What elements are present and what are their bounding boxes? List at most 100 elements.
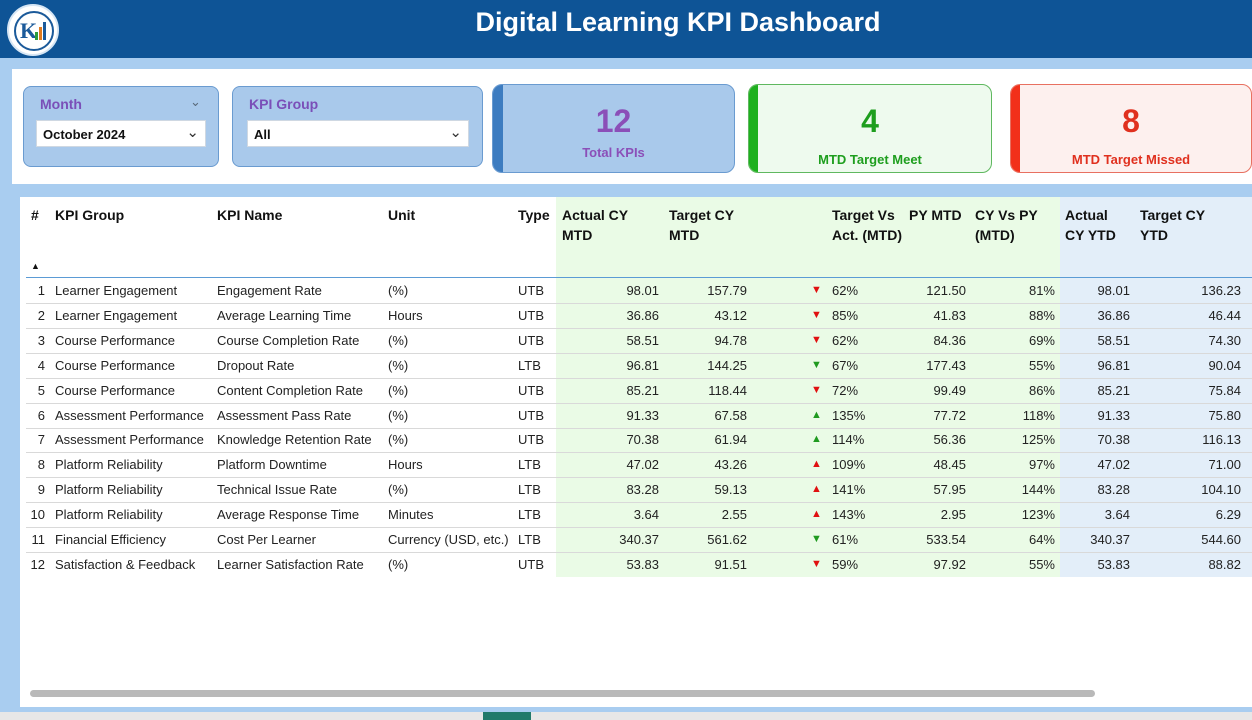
page-title: Digital Learning KPI Dashboard <box>475 7 881 37</box>
arrow-down-icon: ▼ <box>811 308 822 321</box>
table-row[interactable]: 6 Assessment Performance Assessment Pass R… <box>20 404 1252 429</box>
header-cy-vs-py-mtd[interactable]: CY Vs PY (MTD) <box>975 207 1038 243</box>
header-kpi-group[interactable]: KPI Group <box>55 207 125 223</box>
cell-cy-vs-py: 88% <box>1028 307 1055 323</box>
kpi-group-slicer[interactable]: KPI Group All ⌄ <box>232 86 483 167</box>
cell-actual-cy-mtd: 36.86 <box>626 307 659 323</box>
cell-actual-cy-mtd: 53.83 <box>626 556 659 572</box>
cell-target-vs-act: 67% <box>832 357 859 373</box>
cell-num: 12 <box>30 556 45 572</box>
cell-kpi-name: Engagement Rate <box>217 283 322 298</box>
table-row[interactable]: 11 Financial Efficiency Cost Per Learner Cu… <box>20 528 1252 553</box>
sort-ascending-icon[interactable]: ▲ <box>31 261 40 271</box>
total-kpis-card: 12 Total KPIs <box>492 84 735 173</box>
header-unit[interactable]: Unit <box>388 207 416 223</box>
cell-unit: Hours <box>388 307 423 323</box>
month-dropdown[interactable]: October 2024 ⌄ <box>36 120 206 147</box>
cell-actual-cy-mtd: 340.37 <box>619 532 659 547</box>
cell-type: UTB <box>518 332 544 348</box>
table-row[interactable]: 8 Platform Reliability Platform Downtime Ho… <box>20 453 1252 479</box>
cell-target-vs-act: 62% <box>832 283 859 298</box>
cell-unit: (%) <box>388 482 409 498</box>
table-row[interactable]: 12 Satisfaction & Feedback Learner Satisfa… <box>20 553 1252 578</box>
mtd-target-meet-card: 4 MTD Target Meet <box>748 84 992 173</box>
dropdown-arrow-icon[interactable]: ⌄ <box>186 124 199 141</box>
cell-target-vs-act: 72% <box>832 382 859 398</box>
cell-target-cy-mtd: 561.62 <box>707 532 747 547</box>
cell-py-mtd: 41.83 <box>933 307 966 323</box>
cell-target-vs-act: 135% <box>832 407 866 423</box>
cell-actual-cy-mtd: 70.38 <box>626 432 659 448</box>
header-kpi-name[interactable]: KPI Name <box>217 207 283 223</box>
header-type[interactable]: Type <box>518 207 550 223</box>
cell-target-cy-mtd: 43.12 <box>714 307 747 323</box>
card-accent <box>493 85 503 172</box>
cell-actual-cy-ytd: 58.51 <box>1097 332 1130 348</box>
cell-target-cy-mtd: 2.55 <box>721 507 747 523</box>
cell-py-mtd: 99.49 <box>933 382 966 398</box>
header-target-vs-act-mtd[interactable]: Target Vs Act. (MTD) <box>832 207 902 243</box>
cell-py-mtd: 177.43 <box>926 357 966 373</box>
row-divider <box>26 303 1252 304</box>
cell-kpi-group: Platform Reliability <box>55 457 163 473</box>
header-target-cy-mtd[interactable]: Target CY MTD <box>669 207 734 243</box>
dropdown-arrow-icon[interactable]: ⌄ <box>449 124 462 141</box>
month-slicer[interactable]: Month ⌄ October 2024 ⌄ <box>23 86 219 167</box>
header-py-mtd[interactable]: PY MTD <box>909 207 962 223</box>
cell-type: UTB <box>518 556 544 572</box>
table-row[interactable]: 3 Course Performance Course Completion Rat… <box>20 329 1252 354</box>
cell-actual-cy-ytd: 98.01 <box>1097 283 1130 298</box>
arrow-down-icon: ▼ <box>811 333 822 346</box>
total-kpis-label: Total KPIs <box>582 145 645 160</box>
header-num[interactable]: # <box>31 207 39 223</box>
cell-kpi-name: Average Learning Time <box>217 307 352 323</box>
cell-kpi-group: Platform Reliability <box>55 507 163 523</box>
table-row[interactable]: 1 Learner Engagement Engagement Rate (%) UTB… <box>20 279 1252 304</box>
cell-target-cy-mtd: 43.26 <box>714 457 747 473</box>
table-row[interactable]: 10 Platform Reliability Average Response T… <box>20 503 1252 529</box>
kpi-table: # KPI Group KPI Name Unit Type Actual CY… <box>20 197 1252 707</box>
kpi-group-dropdown[interactable]: All ⌄ <box>247 120 469 147</box>
arrow-down-icon: ▼ <box>811 533 822 545</box>
sheet-tab-strip <box>0 712 1252 720</box>
cell-py-mtd: 48.45 <box>933 457 966 473</box>
cell-kpi-group: Learner Engagement <box>55 307 178 323</box>
cell-target-vs-act: 61% <box>832 532 859 547</box>
cell-py-mtd: 84.36 <box>933 332 966 348</box>
cell-actual-cy-ytd: 91.33 <box>1097 407 1130 423</box>
cell-target-cy-mtd: 144.25 <box>707 357 747 373</box>
cell-target-cy-mtd: 118.44 <box>708 382 747 398</box>
table-row[interactable]: 4 Course Performance Dropout Rate (%) LTB 96… <box>20 354 1252 379</box>
active-sheet-tab[interactable] <box>483 712 531 720</box>
cell-target-cy-mtd: 59.13 <box>714 482 747 498</box>
table-row[interactable]: 2 Learner Engagement Average Learning Time… <box>20 304 1252 329</box>
table-row[interactable]: 9 Platform Reliability Technical Issue Rat… <box>20 478 1252 504</box>
header-bar: K Digital Learning KPI Dashboard <box>0 0 1252 58</box>
cell-kpi-name: Content Completion Rate <box>217 382 363 398</box>
header-actual-cy-mtd[interactable]: Actual CY MTD <box>562 207 628 243</box>
ytd-column-band <box>1060 197 1252 577</box>
table-row[interactable]: 5 Course Performance Content Completion Ra… <box>20 379 1252 404</box>
table-row[interactable]: 7 Assessment Performance Knowledge Retenti… <box>20 428 1252 454</box>
cell-unit: Hours <box>388 457 423 473</box>
arrow-up-icon: ▲ <box>811 408 822 421</box>
cell-actual-cy-ytd: 340.37 <box>1090 532 1130 547</box>
cell-target-cy-mtd: 94.78 <box>714 332 747 348</box>
row-divider <box>26 377 1252 379</box>
cell-target-cy-ytd: 104.10 <box>1201 482 1241 498</box>
cell-kpi-name: Knowledge Retention Rate <box>217 432 372 448</box>
cell-cy-vs-py: 125% <box>1021 432 1055 448</box>
horizontal-scrollbar[interactable] <box>30 690 1095 697</box>
cell-kpi-group: Financial Efficiency <box>55 532 167 547</box>
cell-target-cy-mtd: 61.94 <box>714 432 747 448</box>
cell-unit: (%) <box>388 382 409 398</box>
cell-num: 8 <box>37 457 45 473</box>
cell-actual-cy-ytd: 70.38 <box>1097 432 1130 448</box>
arrow-up-icon: ▲ <box>811 458 822 471</box>
header-actual-cy-ytd[interactable]: Actual CY YTD <box>1065 207 1116 243</box>
header-target-cy-ytd[interactable]: Target CY YTD <box>1140 207 1205 243</box>
svg-text:K: K <box>20 18 37 43</box>
chevron-down-icon[interactable]: ⌄ <box>190 94 201 109</box>
cell-actual-cy-mtd: 96.81 <box>626 357 659 373</box>
cell-kpi-group: Assessment Performance <box>55 432 204 448</box>
